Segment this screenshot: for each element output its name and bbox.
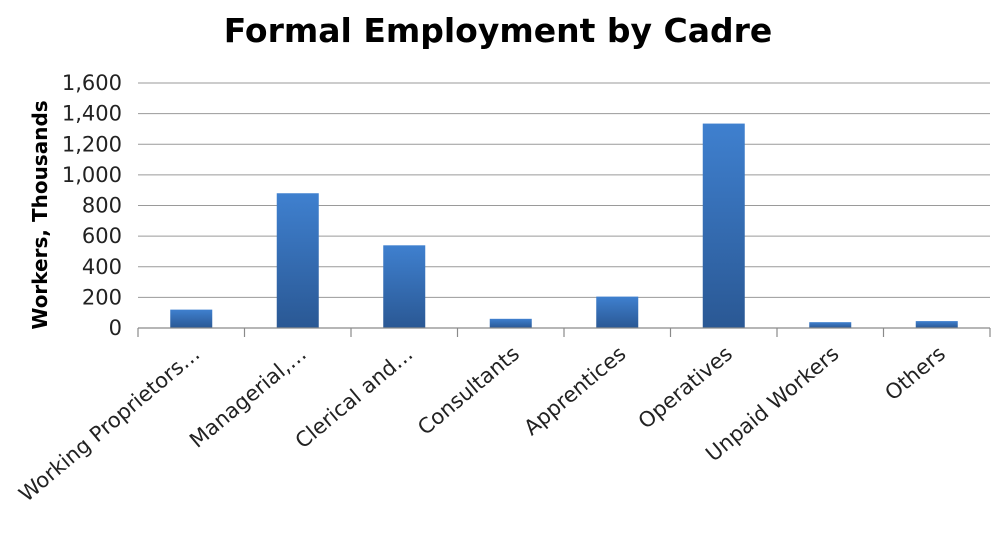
y-tick-label: 800 xyxy=(82,194,122,218)
x-tick-label: Working Proprietors… xyxy=(14,341,204,506)
x-tick-label: Operatives xyxy=(634,341,737,433)
x-axis-ticks: Working Proprietors…Managerial,…Clerical… xyxy=(14,341,950,506)
y-tick-label: 1,400 xyxy=(62,102,122,126)
bar xyxy=(915,321,958,328)
y-tick-label: 1,600 xyxy=(62,71,122,95)
chart-title: Formal Employment by Cadre xyxy=(224,11,773,50)
x-tick-label: Clerical and… xyxy=(291,341,418,453)
bar xyxy=(489,318,532,328)
gridlines xyxy=(138,82,990,298)
y-tick-label: 400 xyxy=(82,255,122,279)
y-tick-label: 600 xyxy=(82,224,122,248)
y-axis-label: Workers, Thousands xyxy=(28,100,52,329)
bar xyxy=(276,193,319,328)
y-tick-label: 200 xyxy=(82,285,122,309)
bar xyxy=(383,245,426,328)
y-axis-ticks: 0 200 400 600 800 1,000 1,200 1,400 1,600 xyxy=(62,71,122,340)
y-tick-label: 1,000 xyxy=(62,163,122,187)
bars xyxy=(170,123,958,328)
bar xyxy=(596,296,639,328)
x-tick-label: Consultants xyxy=(413,341,524,439)
x-tick-label: Others xyxy=(880,341,949,405)
y-tick-label: 0 xyxy=(109,316,122,340)
y-tick-label: 1,200 xyxy=(62,132,122,156)
bar xyxy=(809,322,852,328)
bar xyxy=(702,123,745,328)
x-axis xyxy=(137,327,991,337)
x-tick-label: Apprentices xyxy=(519,341,630,440)
bar xyxy=(170,309,213,328)
